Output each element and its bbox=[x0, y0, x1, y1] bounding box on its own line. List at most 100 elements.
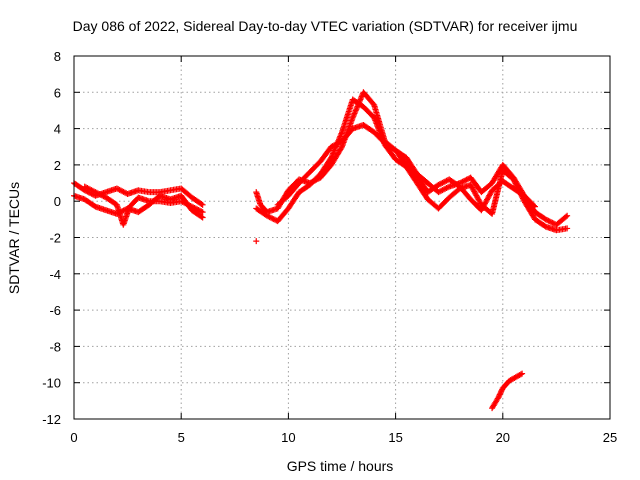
data-point bbox=[510, 176, 517, 183]
data-point bbox=[95, 190, 102, 197]
data-point bbox=[549, 219, 556, 226]
series-sat-track-d bbox=[253, 89, 571, 228]
data-point bbox=[463, 176, 470, 183]
data-point bbox=[267, 214, 274, 221]
data-point bbox=[548, 219, 555, 226]
data-point bbox=[89, 187, 96, 194]
data-point bbox=[460, 178, 467, 185]
data-point bbox=[530, 202, 537, 209]
data-point bbox=[83, 184, 90, 191]
data-point bbox=[564, 212, 571, 219]
data-point bbox=[91, 188, 98, 195]
data-point bbox=[545, 217, 552, 224]
data-point bbox=[93, 189, 100, 196]
y-tick-label: -6 bbox=[49, 303, 61, 318]
data-point bbox=[458, 179, 465, 186]
data-point bbox=[199, 209, 206, 216]
x-tick-label: 5 bbox=[178, 430, 185, 445]
data-point bbox=[178, 198, 185, 205]
data-point bbox=[198, 201, 205, 208]
data-point bbox=[439, 179, 446, 186]
data-point bbox=[253, 238, 260, 245]
data-point bbox=[99, 192, 106, 199]
y-tick-label: 0 bbox=[54, 194, 61, 209]
data-point bbox=[194, 206, 201, 213]
data-point bbox=[459, 178, 466, 185]
data-point bbox=[88, 187, 95, 194]
data-point bbox=[199, 214, 206, 221]
data-point bbox=[198, 213, 205, 220]
data-point bbox=[199, 201, 206, 208]
data-point bbox=[87, 186, 94, 193]
data-point bbox=[544, 217, 551, 224]
data-point bbox=[117, 187, 124, 194]
data-point bbox=[183, 200, 190, 207]
data-point bbox=[435, 189, 442, 196]
data-point bbox=[96, 191, 103, 198]
data-point bbox=[92, 189, 99, 196]
data-point bbox=[116, 186, 123, 193]
data-point bbox=[517, 371, 524, 378]
data-point bbox=[121, 189, 128, 196]
x-tick-label: 0 bbox=[70, 430, 77, 445]
y-tick-label: 6 bbox=[54, 85, 61, 100]
data-point bbox=[329, 143, 336, 150]
y-tick-label: 2 bbox=[54, 158, 61, 173]
data-point bbox=[85, 185, 92, 192]
data-point bbox=[334, 140, 341, 147]
data-point bbox=[191, 205, 198, 212]
x-tick-label: 10 bbox=[281, 430, 295, 445]
data-point bbox=[263, 212, 270, 219]
x-tick-label: 15 bbox=[388, 430, 402, 445]
y-tick-label: -8 bbox=[49, 339, 61, 354]
data-point bbox=[198, 208, 205, 215]
series-outlier bbox=[253, 238, 260, 245]
data-point bbox=[564, 225, 571, 232]
y-tick-label: 4 bbox=[54, 122, 61, 137]
data-point bbox=[442, 185, 449, 192]
series-sat-track-c bbox=[81, 183, 206, 228]
data-point bbox=[180, 199, 187, 206]
y-axis-label: SDTVAR / TECUs bbox=[6, 182, 22, 294]
data-point bbox=[187, 202, 194, 209]
data-point bbox=[265, 213, 272, 220]
chart-title: Day 086 of 2022, Sidereal Day-to-day VTE… bbox=[73, 18, 578, 34]
y-tick-label: -2 bbox=[49, 231, 61, 246]
data-point bbox=[113, 185, 120, 192]
data-point bbox=[84, 185, 91, 192]
data-point bbox=[436, 188, 443, 195]
data-point bbox=[330, 142, 337, 149]
data-point bbox=[179, 198, 186, 205]
data-point bbox=[81, 183, 88, 190]
data-points bbox=[71, 89, 571, 412]
x-tick-label: 25 bbox=[603, 430, 617, 445]
data-point bbox=[439, 187, 446, 194]
data-point bbox=[269, 215, 276, 222]
data-point bbox=[513, 181, 520, 188]
data-point bbox=[442, 178, 449, 185]
data-point bbox=[184, 201, 191, 208]
series-sat-track-a bbox=[71, 180, 206, 208]
data-point bbox=[336, 139, 343, 146]
data-point bbox=[195, 207, 202, 214]
data-point bbox=[438, 187, 445, 194]
data-point bbox=[115, 186, 122, 193]
grid bbox=[74, 56, 610, 419]
data-point bbox=[120, 188, 127, 195]
data-point bbox=[266, 214, 273, 221]
data-point bbox=[440, 179, 447, 186]
data-point bbox=[519, 370, 526, 377]
data-point bbox=[270, 216, 277, 223]
data-point bbox=[100, 193, 107, 200]
data-point bbox=[531, 203, 538, 210]
data-point bbox=[333, 141, 340, 148]
y-tick-label: -12 bbox=[42, 412, 61, 427]
data-point bbox=[328, 143, 335, 150]
data-point bbox=[190, 204, 197, 211]
data-point bbox=[338, 145, 345, 152]
x-axis-label: GPS time / hours bbox=[287, 458, 394, 474]
data-point bbox=[562, 213, 569, 220]
data-point bbox=[438, 180, 445, 187]
